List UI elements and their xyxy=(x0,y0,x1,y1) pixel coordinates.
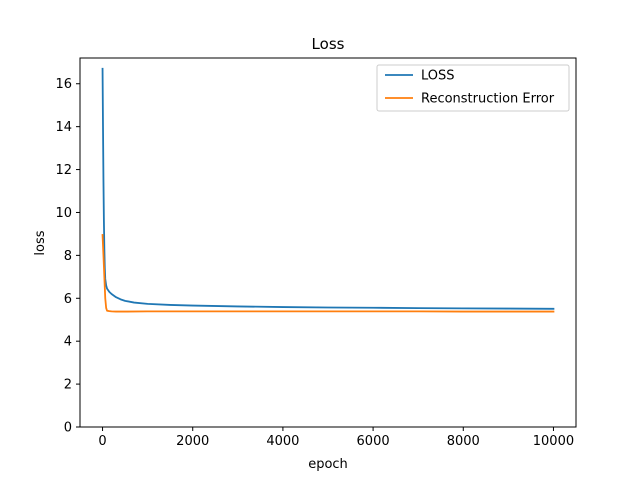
x-tick-label: 6000 xyxy=(357,434,390,449)
y-axis-label: loss xyxy=(33,230,48,255)
plot-area: 0 2000 4000 6000 8000 10000 0 2 4 6 8 10 12 14 16 LOSS R… xyxy=(55,57,577,449)
x-tick-label: 2000 xyxy=(176,434,209,449)
series-line-loss xyxy=(101,67,555,310)
x-tick-label: 10000 xyxy=(533,434,574,449)
y-tick-label: 6 xyxy=(64,292,72,307)
y-tick-label: 4 xyxy=(64,335,72,350)
x-tick-label: 8000 xyxy=(447,434,480,449)
series-line-reconstruction-error xyxy=(101,234,555,313)
y-tick-label: 2 xyxy=(64,378,72,393)
x-tick-label: 0 xyxy=(98,434,106,449)
legend: LOSS Reconstruction Error xyxy=(376,64,570,112)
x-axis-label: epoch xyxy=(308,457,348,472)
y-tick-label: 8 xyxy=(64,249,72,264)
series-group xyxy=(101,67,555,313)
y-tick-label: 0 xyxy=(64,421,72,436)
axes-frame xyxy=(79,57,577,428)
y-tick-label: 12 xyxy=(55,163,72,178)
x-tick-label: 4000 xyxy=(266,434,299,449)
chart-title: Loss xyxy=(312,35,345,53)
legend-label-loss: LOSS xyxy=(421,69,455,84)
y-tick-label: 16 xyxy=(55,77,72,92)
y-tick-label: 14 xyxy=(55,120,72,135)
y-tick-label: 10 xyxy=(55,206,72,221)
legend-label-reconstruction-error: Reconstruction Error xyxy=(421,92,555,107)
legend-box xyxy=(376,64,570,112)
